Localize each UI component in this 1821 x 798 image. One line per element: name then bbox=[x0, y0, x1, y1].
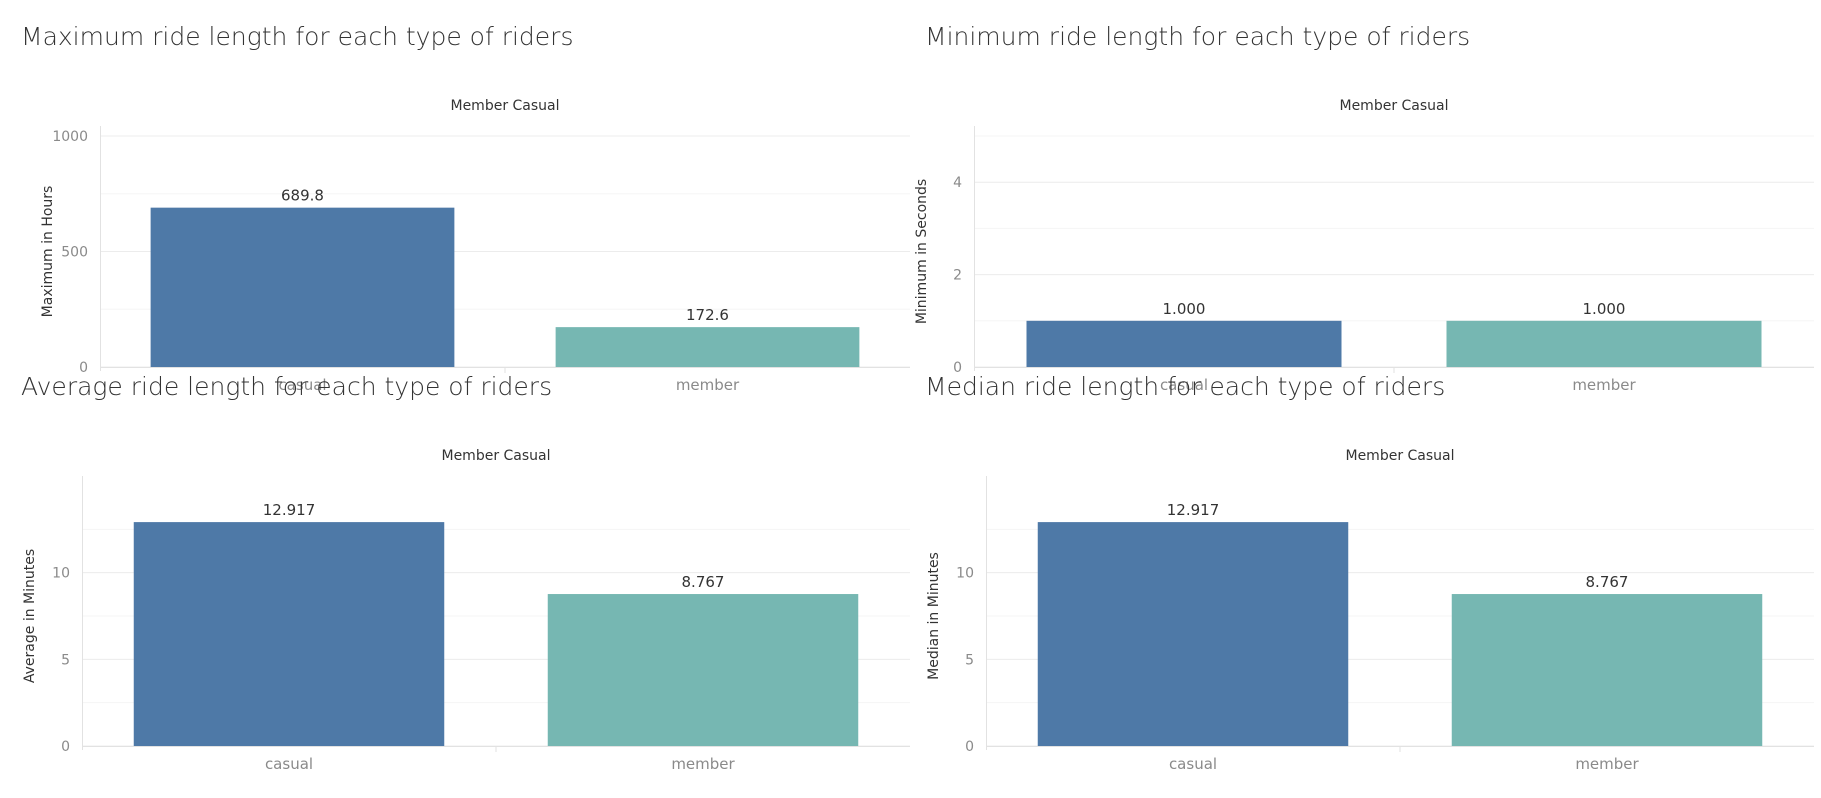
y-axis-label: Minimum in Seconds bbox=[914, 179, 930, 324]
chart-title-minimum: Minimum ride length for each type of rid… bbox=[925, 22, 1471, 51]
y-tick-label: 2 bbox=[953, 268, 962, 284]
y-axis-label: Median in Minutes bbox=[926, 552, 942, 680]
chart-title-maximum: Maximum ride length for each type of rid… bbox=[21, 22, 574, 51]
panel-maximum: Maximum ride length for each type of rid… bbox=[21, 22, 911, 394]
category-label-casual: casual bbox=[278, 376, 326, 394]
column-header: Member Casual bbox=[1339, 98, 1448, 114]
value-label-casual: 12.917 bbox=[1167, 501, 1220, 519]
y-axis-label: Average in Minutes bbox=[22, 549, 38, 683]
column-header: Member Casual bbox=[1345, 448, 1454, 464]
panel-minimum: Minimum ride length for each type of rid… bbox=[914, 22, 1815, 394]
chart-minimum: Member Casual 0 2 4 Minimum in Seconds 1.000 c… bbox=[914, 98, 1814, 394]
bar-member bbox=[547, 594, 859, 746]
y-tick-label: 0 bbox=[79, 360, 88, 376]
y-tick-label: 5 bbox=[61, 652, 70, 668]
value-label-member: 172.6 bbox=[686, 306, 729, 324]
chart-median: Member Casual 0 5 10 Median in Minutes 12.917… bbox=[926, 448, 1814, 773]
y-tick-label: 10 bbox=[52, 566, 70, 582]
bar-casual bbox=[1037, 522, 1349, 746]
category-label-member: member bbox=[1572, 376, 1636, 394]
column-header: Member Casual bbox=[441, 448, 550, 464]
y-tick-label: 0 bbox=[61, 739, 70, 755]
y-tick-label: 0 bbox=[965, 739, 974, 755]
y-tick-label: 4 bbox=[953, 175, 962, 191]
value-label-member: 1.000 bbox=[1583, 300, 1626, 318]
category-label-casual: casual bbox=[265, 755, 313, 773]
panel-median: Median ride length for each type of ride… bbox=[925, 372, 1815, 773]
value-label-casual: 1.000 bbox=[1163, 300, 1206, 318]
y-axis-label: Maximum in Hours bbox=[40, 186, 56, 318]
value-label-casual: 12.917 bbox=[263, 501, 316, 519]
bar-casual bbox=[150, 207, 455, 367]
chart-maximum: Member Casual 0 500 1000 Maximum in Hours 689… bbox=[40, 98, 910, 394]
bar-member bbox=[1451, 594, 1763, 746]
value-label-casual: 689.8 bbox=[281, 187, 324, 205]
y-tick-label: 5 bbox=[965, 652, 974, 668]
category-label-member: member bbox=[1575, 755, 1639, 773]
panel-average: Average ride length for each type of rid… bbox=[21, 372, 911, 773]
bar-member bbox=[555, 327, 860, 367]
bar-casual bbox=[133, 522, 445, 746]
value-label-member: 8.767 bbox=[682, 573, 725, 591]
value-label-member: 8.767 bbox=[1586, 573, 1629, 591]
y-tick-label: 1000 bbox=[52, 129, 88, 145]
category-label-casual: casual bbox=[1160, 376, 1208, 394]
y-tick-label: 10 bbox=[956, 566, 974, 582]
chart-title-average: Average ride length for each type of rid… bbox=[21, 372, 553, 401]
y-tick-label: 500 bbox=[61, 245, 88, 261]
chart-average: Member Casual 0 5 10 Average in Minutes 12.91… bbox=[22, 448, 910, 773]
bar-member bbox=[1446, 320, 1762, 367]
bar-casual bbox=[1026, 320, 1342, 367]
category-label-member: member bbox=[671, 755, 735, 773]
category-label-member: member bbox=[676, 376, 740, 394]
chart-title-median: Median ride length for each type of ride… bbox=[925, 372, 1446, 401]
column-header: Member Casual bbox=[450, 98, 559, 114]
y-tick-label: 0 bbox=[953, 360, 962, 376]
category-label-casual: casual bbox=[1169, 755, 1217, 773]
